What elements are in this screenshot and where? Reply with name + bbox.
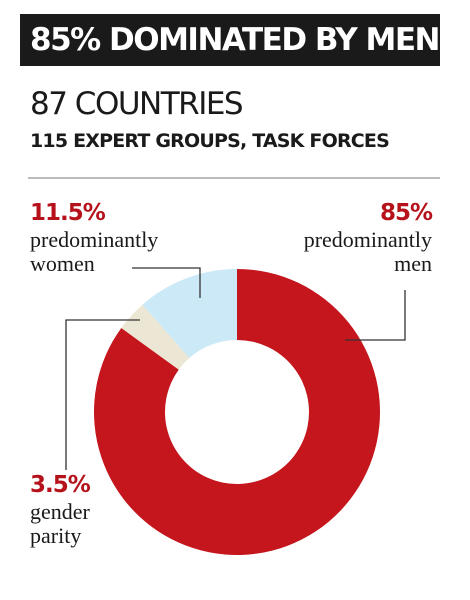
slice-label: 3.5% gender parity: [30, 470, 91, 548]
category-label: gender parity: [30, 499, 90, 548]
caption: 115 EXPERT GROUPS, TASK FORCES: [30, 130, 390, 152]
donut-slice: [142, 269, 237, 358]
donut: [94, 269, 380, 555]
value-label: 3.5%: [30, 472, 91, 498]
leader-line: [132, 267, 201, 298]
category-label: predominantly men: [303, 227, 432, 276]
leader-line: [65, 319, 140, 470]
value-label: 85%: [379, 200, 433, 226]
slice-label: 85% predominantly men: [303, 198, 433, 276]
subtitle: 87 COUNTRIES: [30, 86, 244, 122]
leader-line: [345, 290, 406, 341]
category-label: predominantly women: [30, 227, 159, 276]
leader-lines: [65, 267, 406, 470]
divider: [28, 177, 440, 179]
title: 85% DOMINATED BY MEN: [20, 14, 440, 66]
value-label: 11.5%: [30, 200, 106, 226]
donut-slice: [121, 304, 190, 370]
donut-slice: [94, 269, 380, 555]
slice-label: 11.5% predominantly women: [30, 198, 158, 276]
